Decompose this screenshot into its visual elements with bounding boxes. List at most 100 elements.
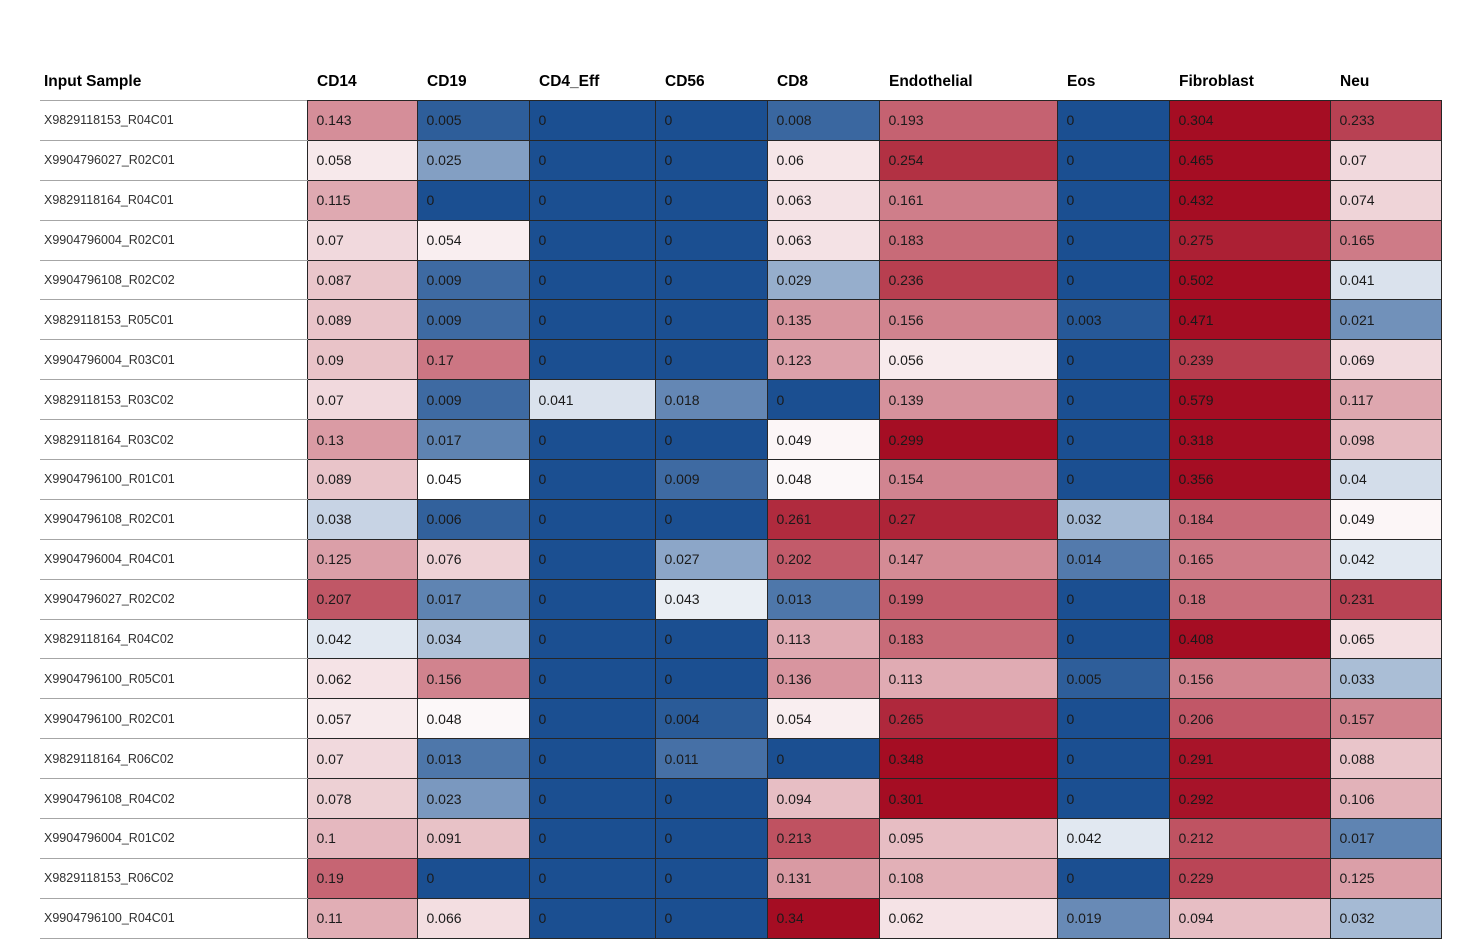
table-row: X9904796004_R04C01 0.125 0.076 0 0.027 0.202 0… (40, 538, 1442, 580)
heatmap-cell: 0.006 (416, 498, 530, 540)
heatmap-cell: 0 (528, 818, 656, 859)
heatmap-cell: 0 (528, 857, 656, 899)
column-header-cd14[interactable]: CD14 (307, 64, 417, 101)
heatmap-cell: 0.098 (1329, 419, 1442, 461)
heatmap-cell: 0.233 (1329, 100, 1442, 141)
heatmap-cell: 0 (1056, 857, 1170, 899)
heatmap-cell: 0.032 (1329, 897, 1442, 939)
header-row: Input Sample CD14 CD19 CD4_Eff CD56 CD8 Endot… (40, 64, 1441, 101)
heatmap-cell: 0.1 (306, 818, 418, 859)
sample-id-cell: X9904796004_R03C01 (40, 339, 308, 381)
heatmap-cell: 0 (528, 459, 656, 500)
heatmap-cell: 0.123 (766, 339, 880, 381)
sample-id-cell: X9904796027_R02C01 (40, 139, 308, 181)
heatmap-cell: 0.017 (416, 578, 530, 620)
heatmap-cell: 0.062 (878, 897, 1058, 939)
heatmap-cell: 0.005 (416, 100, 530, 141)
heatmap-cell: 0.09 (306, 339, 418, 381)
heatmap-cell: 0 (528, 618, 656, 660)
table-row: X9904796004_R03C01 0.09 0.17 0 0 0.123 0.056 0 0… (40, 339, 1442, 381)
heatmap-cell: 0.113 (766, 618, 880, 660)
sample-id-cell: X9904796100_R01C01 (40, 459, 308, 500)
heatmap-cell: 0.07 (306, 379, 418, 421)
heatmap-cell: 0.025 (416, 139, 530, 181)
heatmap-cell: 0.193 (878, 100, 1058, 141)
sample-id-cell: X9829118164_R04C01 (40, 179, 308, 221)
heatmap-cell: 0.34 (766, 897, 880, 939)
heatmap-cell: 0 (528, 419, 656, 461)
heatmap-cell: 0 (528, 538, 656, 580)
column-header-cd56[interactable]: CD56 (655, 64, 767, 101)
heatmap-cell: 0.011 (654, 738, 768, 780)
table-row: X9904796027_R02C02 0.207 0.017 0 0.043 0.013 0… (40, 578, 1442, 620)
sample-id-cell: X9829118153_R05C01 (40, 299, 308, 341)
heatmap-cell: 0 (654, 897, 768, 939)
heatmap-cell: 0.089 (306, 459, 418, 500)
heatmap-cell: 0.034 (416, 618, 530, 660)
heatmap-cell: 0.088 (1329, 738, 1442, 780)
table-row: X9904796004_R01C02 0.1 0.091 0 0 0.213 0.095 0.… (40, 818, 1442, 859)
table-row: X9829118153_R05C01 0.089 0.009 0 0 0.135 0.156… (40, 299, 1442, 341)
heatmap-cell: 0.063 (766, 219, 880, 261)
heatmap-cell: 0.135 (766, 299, 880, 341)
heatmap-cell: 0 (1056, 379, 1170, 421)
heatmap-cell: 0 (654, 498, 768, 540)
heatmap-cell: 0.502 (1168, 259, 1331, 301)
heatmap-cell: 0 (1056, 459, 1170, 500)
heatmap-cell: 0 (654, 618, 768, 660)
heatmap-cell: 0 (1056, 419, 1170, 461)
heatmap-cell: 0 (1056, 179, 1170, 221)
table-row: X9904796108_R04C02 0.078 0.023 0 0 0.094 0.301… (40, 778, 1442, 820)
heatmap-cell: 0 (1056, 259, 1170, 301)
heatmap-cell: 0.156 (878, 299, 1058, 341)
column-header-neu[interactable]: Neu (1330, 64, 1441, 101)
heatmap-cell: 0.432 (1168, 179, 1331, 221)
heatmap-cell: 0.139 (878, 379, 1058, 421)
heatmap-cell: 0.301 (878, 778, 1058, 820)
sample-id-cell: X9829118164_R06C02 (40, 738, 308, 780)
heatmap-cell: 0 (528, 498, 656, 540)
column-header-cd4_eff[interactable]: CD4_Eff (529, 64, 655, 101)
heatmap-cell: 0.579 (1168, 379, 1331, 421)
heatmap-cell: 0 (654, 299, 768, 341)
heatmap-cell: 0.154 (878, 459, 1058, 500)
column-header-eos[interactable]: Eos (1057, 64, 1169, 101)
heatmap-cell: 0 (528, 897, 656, 939)
column-header-cd8[interactable]: CD8 (767, 64, 879, 101)
sample-id-cell: X9904796004_R01C02 (40, 818, 308, 859)
heatmap-cell: 0 (654, 100, 768, 141)
heatmap-cell: 0.207 (306, 578, 418, 620)
heatmap-cell: 0 (528, 339, 656, 381)
sample-id-cell: X9904796100_R04C01 (40, 897, 308, 939)
heatmap-cell: 0.213 (766, 818, 880, 859)
heatmap-cell: 0.147 (878, 538, 1058, 580)
table-row: X9904796100_R02C01 0.057 0.048 0 0.004 0.054 0… (40, 698, 1442, 740)
heatmap-cell: 0 (654, 658, 768, 700)
heatmap-cell: 0.076 (416, 538, 530, 580)
heatmap-cell: 0.131 (766, 857, 880, 899)
heatmap-cell: 0.005 (1056, 658, 1170, 700)
table-row: X9829118153_R04C01 0.143 0.005 0 0 0.008 0.193… (40, 100, 1442, 141)
heatmap-cell: 0 (528, 299, 656, 341)
table-row: X9829118164_R04C01 0.115 0 0 0 0.063 0.161 0 0.4… (40, 179, 1442, 221)
column-header-fibroblast[interactable]: Fibroblast (1169, 64, 1330, 101)
heatmap-cell: 0.165 (1329, 219, 1442, 261)
heatmap-cell: 0 (1056, 100, 1170, 141)
column-header-endothelial[interactable]: Endothelial (879, 64, 1057, 101)
column-header-cd19[interactable]: CD19 (417, 64, 529, 101)
heatmap-cell: 0 (528, 778, 656, 820)
sample-id-cell: X9904796004_R02C01 (40, 219, 308, 261)
table-row: X9904796100_R01C01 0.089 0.045 0 0.009 0.048 0… (40, 459, 1442, 500)
table-row: X9829118164_R04C02 0.042 0.034 0 0 0.113 0.183… (40, 618, 1442, 660)
heatmap-cell: 0.356 (1168, 459, 1331, 500)
heatmap-cell: 0 (1056, 698, 1170, 740)
heatmap-cell: 0 (654, 857, 768, 899)
heatmap-cell: 0.11 (306, 897, 418, 939)
heatmap-cell: 0.018 (654, 379, 768, 421)
heatmap-cell: 0 (528, 658, 656, 700)
cell-proportion-table: Input Sample CD14 CD19 CD4_Eff CD56 CD8 Endot… (40, 64, 1442, 939)
column-header-input-sample[interactable]: Input Sample (40, 64, 307, 101)
heatmap-cell: 0.13 (306, 419, 418, 461)
heatmap-cell: 0.048 (766, 459, 880, 500)
heatmap-cell: 0.087 (306, 259, 418, 301)
